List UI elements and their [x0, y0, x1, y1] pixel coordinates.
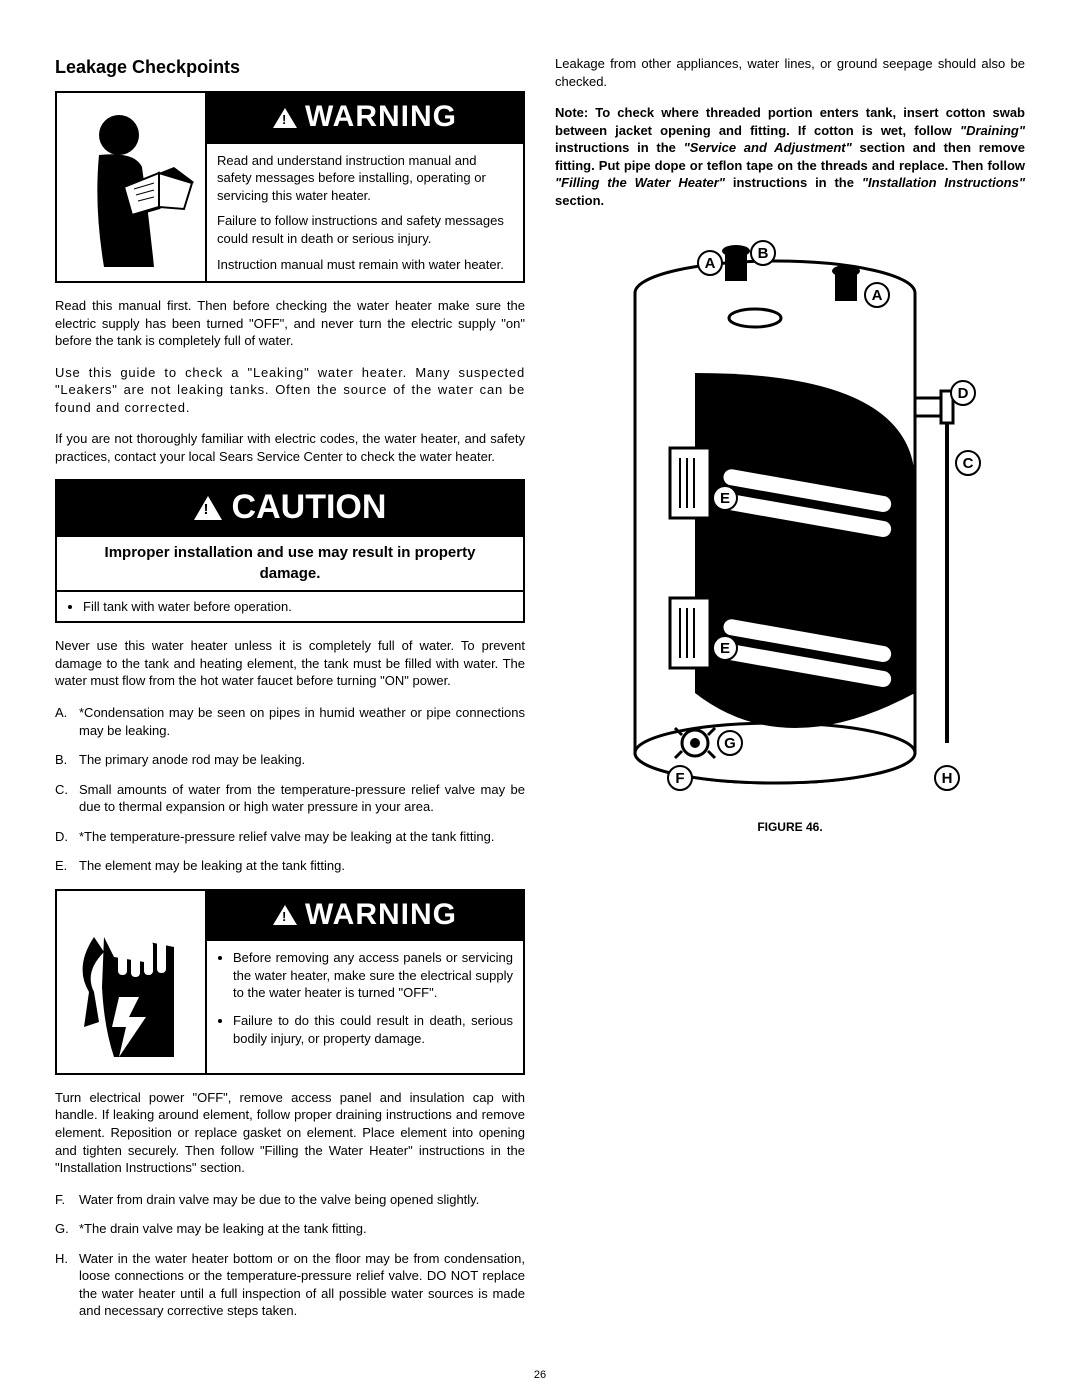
item-A: *Condensation may be seen on pipes in hu…	[79, 704, 525, 739]
check-list-1: A.*Condensation may be seen on pipes in …	[55, 704, 525, 875]
warning-box-read-manual: WARNING Read and understand instruction …	[55, 91, 525, 283]
svg-text:A: A	[872, 287, 883, 304]
warning1-p2: Failure to follow instructions and safet…	[217, 212, 513, 247]
warning1-p3: Instruction manual must remain with wate…	[217, 256, 513, 274]
note-para: Note: To check where threaded portion en…	[555, 104, 1025, 209]
intro-para-1: Read this manual first. Then before chec…	[55, 297, 525, 350]
page-heading: Leakage Checkpoints	[55, 55, 525, 79]
warning1-p1: Read and understand instruction manual a…	[217, 152, 513, 205]
read-manual-icon	[57, 93, 207, 281]
alert-triangle-icon	[194, 496, 222, 520]
intro-para-3: If you are not thoroughly familiar with …	[55, 430, 525, 465]
electric-shock-icon	[57, 891, 207, 1073]
item-H: Water in the water heater bottom or on t…	[79, 1250, 525, 1320]
caution-subheading: Improper installation and use may result…	[57, 537, 523, 592]
item-C: Small amounts of water from the temperat…	[79, 781, 525, 816]
warning2-b2: Failure to do this could result in death…	[233, 1012, 513, 1047]
intro-para-2: Use this guide to check a "Leaking" wate…	[55, 364, 525, 417]
warning2-b1: Before removing any access panels or ser…	[233, 949, 513, 1002]
svg-text:E: E	[720, 640, 730, 657]
warning-box-power-off: WARNING Before removing any access panel…	[55, 889, 525, 1075]
check-list-2: F.Water from drain valve may be due to t…	[55, 1191, 525, 1320]
caution-label: CAUTION	[232, 485, 387, 531]
svg-text:A: A	[705, 255, 716, 272]
figure-46: A B A D C E E G F H FIGURE 46.	[555, 223, 1025, 835]
warning-label: WARNING	[305, 97, 457, 138]
item-F: Water from drain valve may be due to the…	[79, 1191, 479, 1209]
svg-text:C: C	[963, 455, 974, 472]
figure-caption: FIGURE 46.	[555, 819, 1025, 835]
svg-text:D: D	[958, 385, 969, 402]
item-E: The element may be leaking at the tank f…	[79, 857, 345, 875]
warning-header: WARNING	[207, 93, 523, 144]
alert-triangle-icon	[273, 108, 297, 128]
alert-triangle-icon	[273, 905, 297, 925]
caution-header: CAUTION	[57, 481, 523, 537]
svg-text:E: E	[720, 490, 730, 507]
svg-text:G: G	[724, 735, 736, 752]
caution-box: CAUTION Improper installation and use ma…	[55, 479, 525, 623]
svg-text:H: H	[942, 770, 953, 787]
para-full-water: Never use this water heater unless it is…	[55, 637, 525, 690]
caution-body-item: Fill tank with water before operation.	[83, 598, 513, 616]
svg-text:F: F	[675, 770, 684, 787]
warning2-label: WARNING	[305, 895, 457, 936]
item-B: The primary anode rod may be leaking.	[79, 751, 305, 769]
item-G: *The drain valve may be leaking at the t…	[79, 1220, 367, 1238]
warning-header-2: WARNING	[207, 891, 523, 942]
col2-para-2: Leakage from other appliances, water lin…	[555, 55, 1025, 90]
col2-para-1: Turn electrical power "OFF", remove acce…	[55, 1089, 525, 1177]
svg-text:B: B	[758, 245, 769, 262]
item-D: *The temperature-pressure relief valve m…	[79, 828, 495, 846]
page-number: 26	[0, 1368, 1080, 1383]
